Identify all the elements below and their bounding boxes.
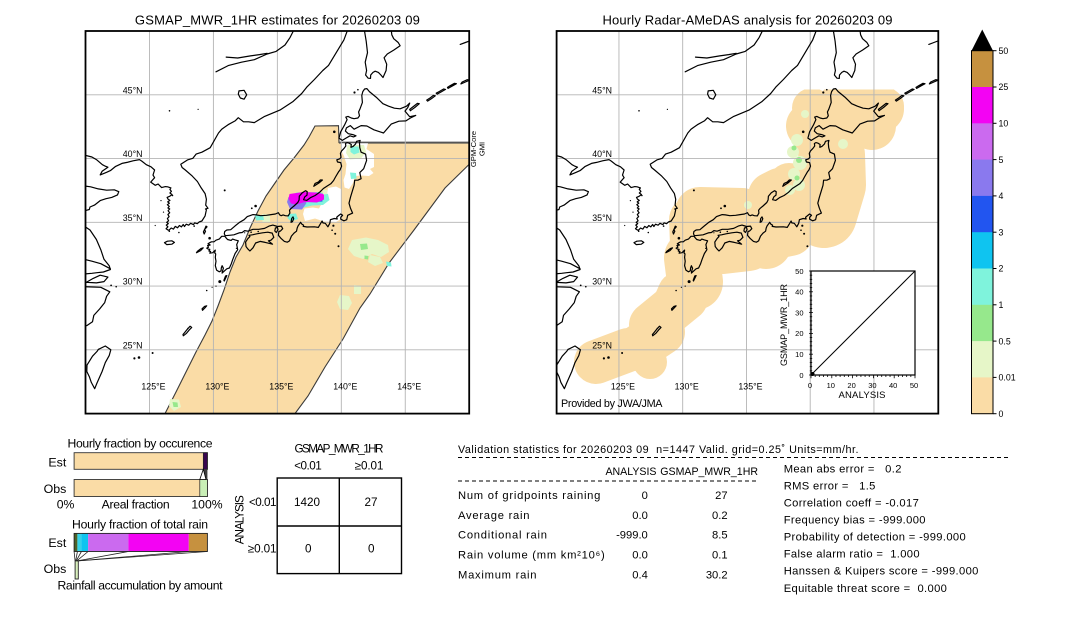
svg-text:ANALYSIS: ANALYSIS — [605, 466, 656, 478]
svg-text:0%: 0% — [57, 498, 75, 512]
svg-text:RMS error = 1.5: RMS error = 1.5 — [784, 480, 876, 492]
svg-text:0.0: 0.0 — [632, 550, 648, 562]
svg-text:Hourly Radar-AMeDAS analysis f: Hourly Radar-AMeDAS analysis for 2026020… — [603, 13, 893, 28]
svg-text:-999.0: -999.0 — [616, 530, 648, 542]
svg-text:50: 50 — [795, 267, 803, 276]
svg-text:Rainfall accumulation by amoun: Rainfall accumulation by amount — [58, 579, 224, 593]
svg-text:≥0.01: ≥0.01 — [355, 460, 384, 473]
svg-text:10: 10 — [827, 381, 835, 390]
svg-text:Probability of detection = -99: Probability of detection = -999.000 — [784, 532, 966, 544]
svg-text:130°E: 130°E — [205, 382, 229, 392]
svg-text:130°E: 130°E — [675, 382, 699, 392]
svg-text:8.5: 8.5 — [712, 530, 728, 542]
svg-text:50: 50 — [910, 381, 918, 390]
svg-text:Rain volume (mm km²10⁶): Rain volume (mm km²10⁶) — [458, 550, 605, 562]
svg-text:0.1: 0.1 — [712, 550, 728, 562]
svg-text:0: 0 — [305, 543, 312, 556]
svg-text:Equitable threat score = 0.00: Equitable threat score = 0.000 — [784, 583, 948, 595]
svg-text:Validation statistics for 2026: Validation statistics for 20260203 09 n=… — [458, 444, 859, 456]
svg-text:Num of gridpoints raining: Num of gridpoints raining — [458, 490, 601, 502]
svg-text:5: 5 — [999, 155, 1004, 165]
svg-text:20: 20 — [795, 329, 803, 338]
svg-text:Est: Est — [48, 536, 66, 550]
svg-text:Conditional rain: Conditional rain — [458, 530, 548, 542]
svg-text:<0.01: <0.01 — [249, 496, 277, 509]
svg-text:0: 0 — [368, 543, 375, 556]
svg-text:135°E: 135°E — [738, 382, 762, 392]
svg-text:125°E: 125°E — [141, 382, 165, 392]
svg-text:Obs: Obs — [44, 562, 67, 576]
svg-text:30: 30 — [868, 381, 876, 390]
svg-text:GSMAP_MWR_1HR: GSMAP_MWR_1HR — [295, 443, 384, 456]
svg-text:45°N: 45°N — [592, 85, 612, 95]
svg-text:1: 1 — [999, 300, 1004, 310]
svg-text:50: 50 — [999, 46, 1009, 56]
svg-text:GSMAP_MWR_1HR estimates for 20: GSMAP_MWR_1HR estimates for 20260203 09 — [135, 13, 420, 28]
svg-text:False alarm ratio = 1.000: False alarm ratio = 1.000 — [784, 549, 920, 561]
svg-text:GSMAP_MWR_1HR: GSMAP_MWR_1HR — [660, 466, 758, 478]
svg-text:0.2: 0.2 — [712, 510, 728, 522]
svg-text:30°N: 30°N — [592, 277, 612, 287]
svg-text:Hourly fraction of total rain: Hourly fraction of total rain — [72, 518, 208, 532]
svg-text:125°E: 125°E — [611, 382, 635, 392]
svg-text:25°N: 25°N — [123, 340, 143, 350]
svg-text:Maximum rain: Maximum rain — [458, 570, 537, 582]
svg-text:30: 30 — [795, 308, 803, 317]
svg-text:Hourly fraction by occurence: Hourly fraction by occurence — [68, 437, 213, 451]
svg-text:10: 10 — [999, 119, 1009, 129]
svg-text:40°N: 40°N — [592, 149, 612, 159]
svg-text:0: 0 — [999, 409, 1004, 419]
svg-text:0.4: 0.4 — [632, 570, 648, 582]
svg-text:27: 27 — [364, 496, 377, 509]
svg-text:<0.01: <0.01 — [294, 460, 322, 473]
svg-text:0.0: 0.0 — [632, 510, 648, 522]
svg-text:0.5: 0.5 — [999, 336, 1011, 346]
svg-text:ANALYSIS: ANALYSIS — [234, 495, 247, 544]
svg-text:45°N: 45°N — [123, 85, 143, 95]
svg-text:Obs: Obs — [44, 482, 67, 496]
svg-text:≥0.01: ≥0.01 — [248, 543, 277, 556]
svg-text:1420: 1420 — [294, 496, 321, 509]
svg-text:2: 2 — [999, 264, 1004, 274]
svg-text:40°N: 40°N — [123, 149, 143, 159]
svg-text:27: 27 — [715, 490, 727, 502]
svg-text:Hanssen & Kuipers score = -999: Hanssen & Kuipers score = -999.000 — [784, 566, 979, 578]
svg-text:GMI: GMI — [478, 142, 487, 156]
svg-text:25: 25 — [999, 82, 1009, 92]
svg-text:30°N: 30°N — [123, 277, 143, 287]
svg-text:GPM-Core: GPM-Core — [469, 131, 478, 167]
svg-text:Frequency bias = -999.000: Frequency bias = -999.000 — [784, 515, 926, 527]
svg-text:Est: Est — [48, 456, 66, 470]
svg-text:10: 10 — [795, 350, 803, 359]
svg-text:3: 3 — [999, 227, 1004, 237]
svg-text:40: 40 — [795, 288, 803, 297]
svg-text:135°E: 135°E — [269, 382, 293, 392]
svg-text:ANALYSIS: ANALYSIS — [839, 390, 886, 401]
svg-text:100%: 100% — [191, 498, 222, 512]
svg-text:GSMAP_MWR_1HR: GSMAP_MWR_1HR — [779, 284, 789, 367]
svg-text:0: 0 — [642, 490, 648, 502]
svg-text:0: 0 — [799, 371, 803, 380]
svg-text:Areal fraction: Areal fraction — [102, 498, 170, 512]
svg-text:140°E: 140°E — [333, 382, 357, 392]
svg-text:0.01: 0.01 — [999, 373, 1016, 383]
svg-text:Correlation coeff = -0.017: Correlation coeff = -0.017 — [784, 497, 919, 509]
svg-text:20: 20 — [847, 381, 855, 390]
svg-text:Average rain: Average rain — [458, 510, 530, 522]
svg-text:25°N: 25°N — [592, 340, 612, 350]
svg-text:Provided by JWA/JMA: Provided by JWA/JMA — [561, 398, 663, 410]
svg-text:40: 40 — [889, 381, 897, 390]
svg-text:35°N: 35°N — [123, 213, 143, 223]
svg-text:Mean abs error = 0.2: Mean abs error = 0.2 — [784, 463, 902, 475]
svg-text:4: 4 — [999, 191, 1004, 201]
svg-text:145°E: 145°E — [397, 382, 421, 392]
svg-text:0: 0 — [808, 381, 812, 390]
svg-text:30.2: 30.2 — [706, 570, 728, 582]
svg-text:35°N: 35°N — [592, 213, 612, 223]
